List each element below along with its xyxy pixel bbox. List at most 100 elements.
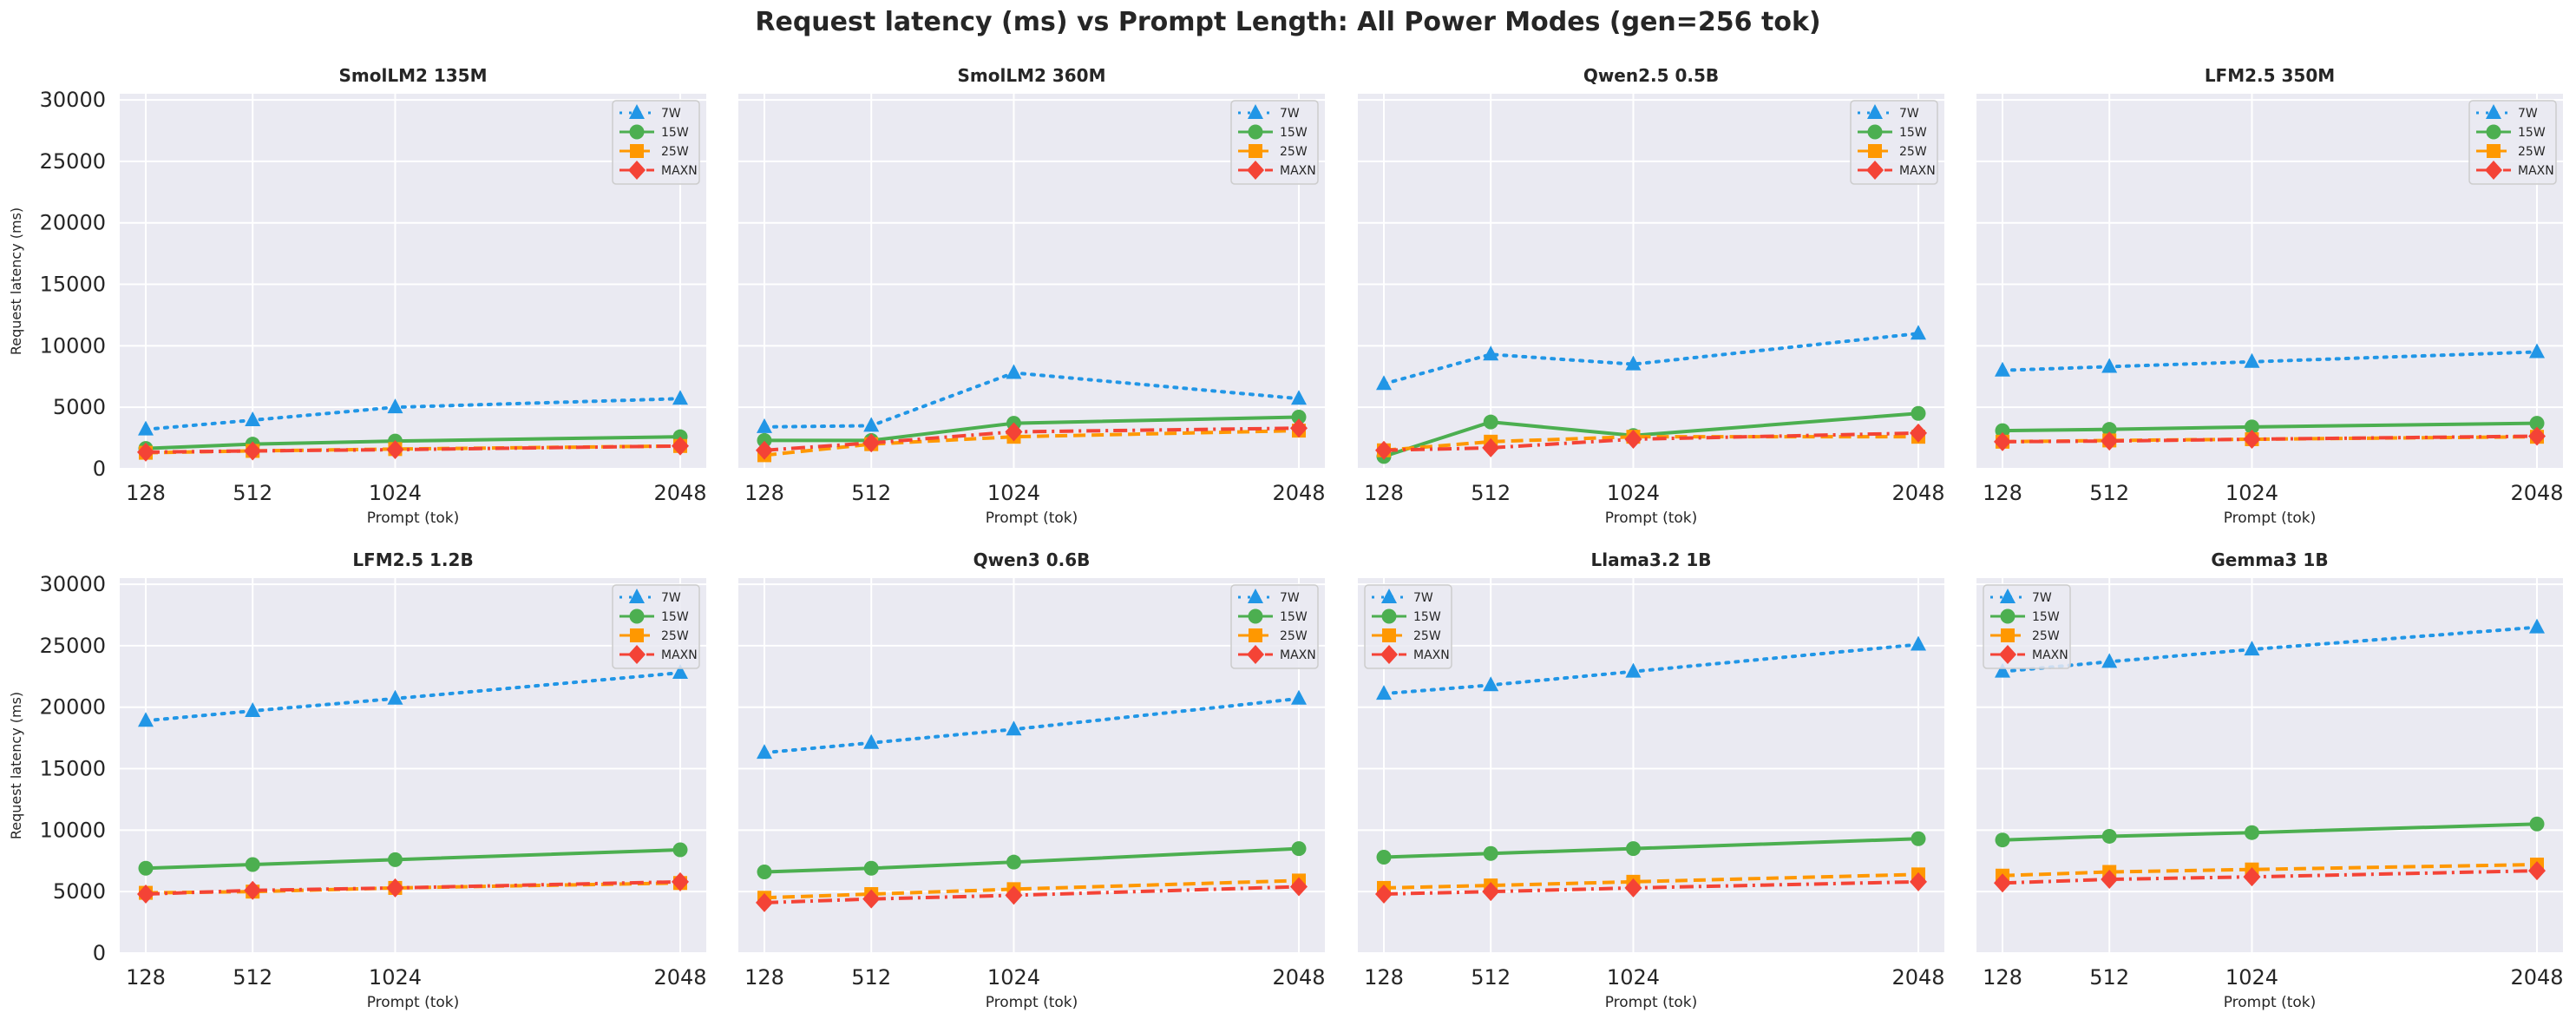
x-tick-label: 128 bbox=[744, 965, 784, 990]
subplot-title: SmolLM2 135M bbox=[338, 65, 487, 86]
legend-box bbox=[1230, 100, 1319, 185]
legend: 7W 15W 25W MAXN bbox=[1230, 584, 1319, 669]
data-point bbox=[1995, 423, 2010, 438]
legend-marker bbox=[2000, 608, 2016, 624]
series-line bbox=[1383, 872, 1919, 890]
legend-box bbox=[2468, 100, 2557, 185]
series-line bbox=[145, 881, 681, 895]
data-point bbox=[1911, 831, 1926, 846]
legend-marker bbox=[1999, 645, 2016, 664]
data-point bbox=[1291, 689, 1307, 705]
data-point bbox=[1995, 662, 2010, 678]
data-point bbox=[2529, 416, 2545, 431]
series-7w bbox=[757, 364, 1307, 433]
subplot-title: Gemma3 1B bbox=[2211, 549, 2328, 570]
x-tick-label: 1024 bbox=[2225, 965, 2278, 990]
data-point bbox=[1375, 885, 1393, 904]
y-tick-label: 30000 bbox=[40, 572, 106, 596]
legend-marker bbox=[628, 161, 646, 180]
legend-marker bbox=[1382, 628, 1396, 642]
plot-area bbox=[120, 578, 706, 953]
x-tick-label: 2048 bbox=[653, 965, 706, 990]
x-tick-label: 512 bbox=[1471, 481, 1511, 505]
data-point bbox=[1006, 720, 1022, 736]
data-point bbox=[1911, 325, 1926, 340]
series-maxn bbox=[1994, 426, 2546, 451]
data-point bbox=[1290, 418, 1308, 438]
series-7w bbox=[1995, 618, 2545, 678]
x-tick-label: 512 bbox=[233, 481, 272, 505]
legend: 7W 15W 25W MAXN bbox=[1983, 584, 2071, 669]
y-tick-label: 20000 bbox=[40, 211, 106, 235]
legend-label: MAXN bbox=[1413, 648, 1450, 662]
legend-label: 7W bbox=[1899, 107, 1919, 121]
data-point bbox=[2244, 419, 2259, 435]
y-tick-label: 5000 bbox=[53, 395, 106, 419]
data-point bbox=[2101, 422, 2117, 437]
data-point bbox=[672, 390, 688, 405]
data-point bbox=[1994, 431, 2011, 451]
legend-marker bbox=[1867, 104, 1883, 119]
series-15w bbox=[1995, 416, 2545, 438]
data-point bbox=[2101, 653, 2118, 668]
data-point bbox=[2243, 430, 2261, 450]
subplot-5: LFM2.5 1.2B 128 512 1024 2048 Prompt (tok) 0 50… bbox=[8, 549, 707, 1011]
series-15w bbox=[1995, 816, 2545, 848]
legend: 7W 15W 25W MAXN bbox=[2468, 100, 2557, 185]
series-line bbox=[144, 397, 682, 431]
data-point bbox=[2244, 641, 2260, 656]
data-point bbox=[2101, 358, 2118, 373]
x-tick-label: 512 bbox=[1471, 965, 1511, 990]
series-line bbox=[2002, 863, 2538, 878]
data-point bbox=[2101, 828, 2117, 844]
series-maxn bbox=[1994, 861, 2546, 893]
y-tick-label: 25000 bbox=[40, 634, 106, 658]
x-tick-label: 2048 bbox=[1272, 481, 1325, 505]
data-point bbox=[2528, 426, 2546, 446]
data-point bbox=[756, 892, 773, 912]
data-point bbox=[386, 878, 404, 898]
data-point bbox=[2529, 343, 2545, 358]
y-tick-label: 10000 bbox=[40, 333, 106, 358]
x-tick-label: 1024 bbox=[2225, 481, 2278, 505]
data-point bbox=[244, 880, 262, 900]
legend: 7W 15W 25W MAXN bbox=[612, 100, 700, 185]
data-point bbox=[1911, 635, 1926, 651]
y-axis-label: Request latency (ms) bbox=[8, 207, 24, 355]
legend-label: 15W bbox=[2032, 610, 2060, 624]
series-line bbox=[1382, 332, 1920, 386]
data-point bbox=[245, 701, 261, 717]
legend-marker bbox=[1247, 161, 1264, 180]
series-line bbox=[764, 846, 1300, 874]
x-axis-label: Prompt (tok) bbox=[986, 510, 1078, 527]
data-point bbox=[2244, 352, 2260, 368]
legend-marker bbox=[1249, 144, 1262, 158]
legend-marker bbox=[629, 104, 645, 119]
data-point bbox=[1376, 850, 1392, 865]
series-line bbox=[764, 429, 1300, 457]
data-point bbox=[1005, 885, 1023, 905]
legend-marker bbox=[630, 628, 644, 642]
data-point bbox=[387, 852, 403, 867]
legend-marker bbox=[1248, 608, 1263, 624]
data-point bbox=[245, 411, 261, 427]
data-point bbox=[1625, 662, 1642, 678]
data-point bbox=[1375, 440, 1393, 460]
data-point bbox=[1482, 882, 1500, 902]
series-7w bbox=[138, 390, 688, 436]
legend-marker bbox=[629, 589, 645, 603]
y-tick-label: 30000 bbox=[40, 88, 106, 112]
x-tick-label: 128 bbox=[1983, 965, 2022, 990]
legend-label: 25W bbox=[661, 629, 689, 643]
subplot-title: Qwen3 0.6B bbox=[973, 549, 1091, 570]
data-point bbox=[137, 885, 154, 904]
series-maxn bbox=[137, 871, 689, 904]
y-tick-label: 15000 bbox=[40, 273, 106, 297]
legend-label: 25W bbox=[2518, 145, 2546, 159]
x-axis-label: Prompt (tok) bbox=[2224, 994, 2317, 1011]
legend: 7W 15W 25W MAXN bbox=[1364, 584, 1452, 669]
legend-marker bbox=[1867, 124, 1883, 140]
x-tick-label: 128 bbox=[1364, 481, 1404, 505]
x-tick-label: 512 bbox=[851, 481, 891, 505]
data-point bbox=[756, 440, 773, 460]
